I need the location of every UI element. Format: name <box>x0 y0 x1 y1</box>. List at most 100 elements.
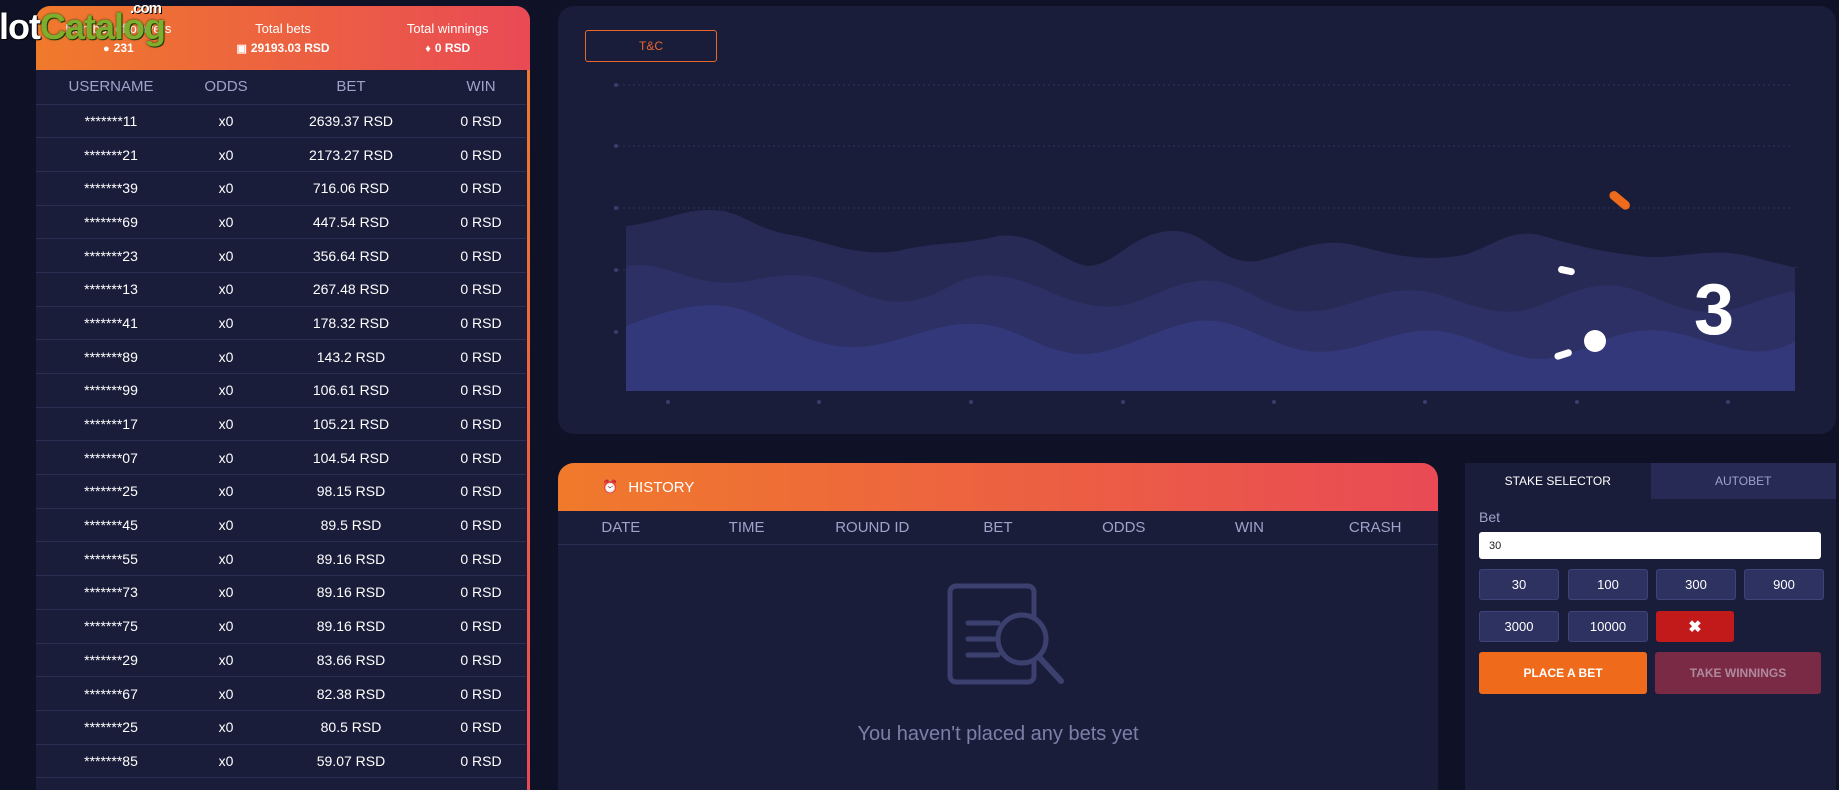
history-col-bet: BET <box>983 519 1013 536</box>
stake-button-30[interactable]: 30 <box>1479 569 1559 600</box>
row-username: *******55 <box>36 541 186 577</box>
row-win: 0 RSD <box>436 676 526 711</box>
user-icon: ● <box>102 43 110 55</box>
row-odds: x0 <box>186 205 266 240</box>
row-bet: 89.16 RSD <box>266 609 436 644</box>
table-row: *******85 x0 59.07 RSD 0 RSD <box>36 744 526 779</box>
row-win: 0 RSD <box>436 339 526 374</box>
row-win: 0 RSD <box>436 407 526 442</box>
bets-panel: Number of players ● 231 Total bets ▣ 29193… <box>36 6 530 790</box>
row-odds: x0 <box>186 474 266 509</box>
row-username: *******21 <box>36 137 186 172</box>
history-empty-message: You haven't placed any bets yet <box>857 723 1139 745</box>
row-odds: x0 <box>186 676 266 711</box>
row-username: *******73 <box>36 575 186 610</box>
row-win: 0 RSD <box>436 272 526 307</box>
row-win: 0 RSD <box>436 137 526 172</box>
row-odds: x0 <box>186 643 266 678</box>
table-row: *******29 x0 83.66 RSD 0 RSD <box>36 643 526 678</box>
row-odds: x0 <box>186 744 266 779</box>
loader-segment-white-2 <box>1554 349 1572 360</box>
row-bet: 2639.37 RSD <box>266 104 436 139</box>
tab-stake-selector[interactable]: STAKE SELECTOR <box>1465 463 1651 499</box>
row-bet: 106.61 RSD <box>266 373 436 408</box>
loader-ball <box>1584 330 1606 352</box>
logo-catalog-text: Catalog <box>40 6 166 47</box>
row-username: *******75 <box>36 609 186 644</box>
tab-autobet[interactable]: AUTOBET <box>1650 463 1836 499</box>
table-row: *******07 x0 104.54 RSD 0 RSD <box>36 440 526 476</box>
row-odds: x0 <box>186 272 266 307</box>
bet-amount-label: Bet <box>1479 509 1501 525</box>
row-odds: x0 <box>186 575 266 610</box>
row-win: 0 RSD <box>436 474 526 509</box>
history-col-date: DATE <box>601 519 641 536</box>
row-bet: 89.16 RSD <box>266 575 436 610</box>
row-odds: x0 <box>186 440 266 476</box>
row-username: *******39 <box>36 171 186 206</box>
table-row: *******25 x0 80.5 RSD 0 RSD <box>36 710 526 745</box>
stat-total-bets: Total bets ▣ 29193.03 RSD <box>201 6 366 70</box>
row-odds: x0 <box>186 407 266 442</box>
row-username: *******85 <box>36 744 186 779</box>
bets-table-header-row: USERNAME ODDS BET WIN <box>36 70 526 105</box>
table-row: *******25 x0 98.15 RSD 0 RSD <box>36 474 526 509</box>
place-bet-button[interactable]: PLACE A BET <box>1479 652 1647 694</box>
stat-players: Number of players ● 231 <box>36 6 201 70</box>
stake-button-10000[interactable]: 10000 <box>1568 611 1648 642</box>
row-odds: x0 <box>186 710 266 745</box>
table-row: *******67 x0 82.38 RSD 0 RSD <box>36 676 526 711</box>
stat-total-winnings: Total winnings ♦ 0 RSD <box>365 6 530 70</box>
row-odds: x0 <box>186 171 266 206</box>
row-win: 0 RSD <box>436 575 526 610</box>
row-bet: 98.15 RSD <box>266 474 436 509</box>
table-row: *******45 x0 89.5 RSD 0 RSD <box>36 508 526 543</box>
table-row: *******11 x0 2639.37 RSD 0 RSD <box>36 104 526 139</box>
close-icon: ✖ <box>1688 618 1702 636</box>
stat-players-value: 231 <box>113 41 134 55</box>
column-header-username: USERNAME <box>36 70 186 105</box>
stake-button-3000[interactable]: 3000 <box>1479 611 1559 642</box>
row-odds: x0 <box>186 541 266 577</box>
bet-controls-panel: STAKE SELECTOR AUTOBET Bet 30 100 300 90… <box>1465 463 1836 790</box>
row-bet: 356.64 RSD <box>266 238 436 273</box>
row-username: *******69 <box>36 205 186 240</box>
row-username: *******89 <box>36 339 186 374</box>
row-win: 0 RSD <box>436 643 526 678</box>
row-bet: 82.38 RSD <box>266 676 436 711</box>
row-odds: x0 <box>186 777 266 790</box>
row-bet: 59.07 RSD <box>266 744 436 779</box>
row-username: *******29 <box>36 643 186 678</box>
terms-and-conditions-button[interactable]: T&C <box>585 30 717 62</box>
row-win: 0 RSD <box>436 777 526 790</box>
clear-bet-button[interactable]: ✖ <box>1656 611 1734 642</box>
row-bet: 2173.27 RSD <box>266 137 436 172</box>
row-username: *******99 <box>36 373 186 408</box>
bet-amount-input[interactable] <box>1479 532 1821 559</box>
row-odds: x0 <box>186 339 266 374</box>
table-row: *******89 x0 143.2 RSD 0 RSD <box>36 339 526 374</box>
bets-stats-header: Number of players ● 231 Total bets ▣ 29193… <box>36 6 530 70</box>
row-win: 0 RSD <box>436 373 526 408</box>
column-header-win: WIN <box>436 70 526 105</box>
row-username: *******39 <box>36 777 186 790</box>
row-username: *******23 <box>36 238 186 273</box>
bets-scrollbar[interactable] <box>527 70 530 790</box>
game-area: T&C 3 <box>558 6 1836 434</box>
row-bet: 83.66 RSD <box>266 643 436 678</box>
document-search-icon <box>947 583 1064 685</box>
stake-button-900[interactable]: 900 <box>1744 569 1824 600</box>
row-bet: 80.5 RSD <box>266 710 436 745</box>
table-row: *******73 x0 89.16 RSD 0 RSD <box>36 575 526 610</box>
row-bet: 89.5 RSD <box>266 508 436 543</box>
take-winnings-button[interactable]: TAKE WINNINGS <box>1655 652 1821 694</box>
row-bet: 143.2 RSD <box>266 339 436 374</box>
stake-button-300[interactable]: 300 <box>1656 569 1736 600</box>
row-username: *******41 <box>36 306 186 341</box>
history-columns: DATE TIME ROUND ID BET ODDS WIN CRASH <box>558 511 1438 545</box>
history-col-crash: CRASH <box>1348 519 1402 536</box>
row-odds: x0 <box>186 306 266 341</box>
stake-button-100[interactable]: 100 <box>1568 569 1648 600</box>
row-win: 0 RSD <box>436 104 526 139</box>
row-win: 0 RSD <box>436 710 526 745</box>
